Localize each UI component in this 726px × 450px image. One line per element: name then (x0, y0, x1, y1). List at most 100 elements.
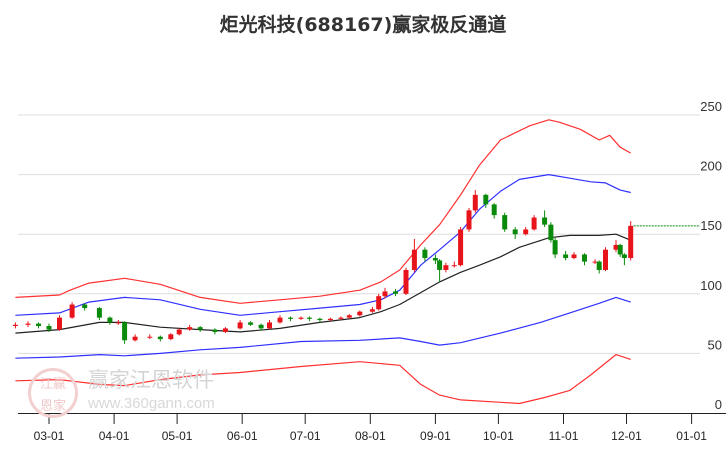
candle-body (393, 291, 398, 294)
candle-body (248, 322, 254, 325)
candle-body (443, 265, 449, 270)
y-tick-label: 100 (700, 278, 722, 293)
candle-body (548, 224, 554, 241)
candle (491, 203, 497, 219)
candle (582, 253, 587, 266)
candle (12, 322, 18, 329)
candle (393, 289, 398, 297)
y-axis: 0 50 100 150 200 250 (700, 99, 722, 412)
candle-body (306, 317, 312, 319)
candle-body (317, 318, 323, 321)
x-axis: 03-01 04-01 05-01 06-01 07-01 08-01 09-01 10-01… (18, 413, 726, 443)
candle (523, 227, 529, 236)
candle-body (346, 315, 352, 318)
candle-body (237, 322, 243, 329)
candle-body (222, 328, 228, 332)
grid-lines (18, 114, 700, 354)
candle-body (168, 334, 174, 340)
y-tick-label: 0 (715, 397, 722, 412)
channel-lines (15, 119, 700, 405)
candle (46, 323, 52, 332)
candle-body (12, 324, 18, 326)
candle (212, 328, 218, 335)
candle (132, 334, 138, 342)
candle (69, 302, 75, 319)
candle (298, 316, 304, 321)
candle (306, 316, 312, 322)
candle (376, 293, 382, 311)
candle-body (472, 194, 478, 211)
candle-body (277, 317, 283, 323)
candle-body (132, 336, 138, 341)
candle-body (491, 204, 497, 216)
candle-body (96, 308, 102, 318)
candle (382, 287, 388, 299)
candle (267, 320, 272, 330)
candle-body (187, 327, 193, 330)
candle (472, 190, 478, 213)
candle-body (432, 258, 438, 261)
candle-body (411, 249, 417, 270)
candle (288, 316, 293, 322)
candle (25, 321, 31, 328)
candle-body (542, 217, 548, 225)
candle-body (571, 254, 577, 259)
candle-body (36, 323, 41, 326)
candle-body (369, 309, 375, 312)
candle (443, 262, 449, 273)
candle (542, 210, 548, 228)
candle-body (82, 304, 88, 309)
candle-body (258, 324, 264, 329)
candle (613, 240, 619, 253)
candle (96, 306, 102, 321)
y-tick-label: 150 (700, 218, 722, 233)
candle (451, 261, 457, 268)
x-tick-label: 11-01 (549, 429, 579, 443)
channel-line-middle (15, 233, 631, 334)
candle-body (592, 261, 598, 263)
channel-line-lower-inner (15, 296, 631, 359)
candle (168, 333, 174, 341)
candle (107, 316, 113, 325)
candle (458, 227, 464, 267)
candle (432, 254, 438, 264)
candle (563, 250, 569, 261)
candle-body (523, 229, 529, 235)
candle-body (422, 249, 428, 259)
candle (628, 221, 634, 261)
candle-body (613, 244, 619, 250)
chart-title: 炬光科技(688167)赢家极反通道 (219, 14, 507, 36)
x-tick-label: 01-01 (676, 429, 707, 443)
x-tick-label: 09-01 (420, 429, 451, 443)
candle (248, 321, 254, 326)
candle (57, 315, 62, 331)
x-tick-label: 08-01 (355, 429, 386, 443)
y-tick-label: 250 (700, 99, 722, 114)
candle (437, 259, 443, 282)
channel-line-upper-outer (15, 119, 631, 304)
candle-body (563, 254, 569, 259)
x-tick-label: 05-01 (162, 429, 193, 443)
candle (502, 212, 508, 232)
candle-body (176, 329, 182, 335)
candle-body (212, 329, 218, 332)
candle (603, 247, 608, 272)
candle (82, 303, 88, 311)
candle-body (628, 225, 634, 259)
candle-body (376, 296, 382, 310)
x-tick-label: 03-01 (34, 429, 65, 443)
candle (483, 193, 489, 208)
candle-body (288, 317, 293, 319)
candle-body (57, 317, 62, 330)
candle-body (596, 261, 602, 270)
y-tick-label: 200 (700, 159, 722, 174)
candles (12, 190, 634, 344)
candle (36, 322, 41, 329)
candle-body (46, 325, 52, 330)
x-tick-label: 06-01 (227, 429, 258, 443)
candle (571, 252, 577, 260)
candle (338, 316, 344, 321)
candle-body (382, 291, 388, 297)
x-tick-label: 10-01 (483, 429, 514, 443)
